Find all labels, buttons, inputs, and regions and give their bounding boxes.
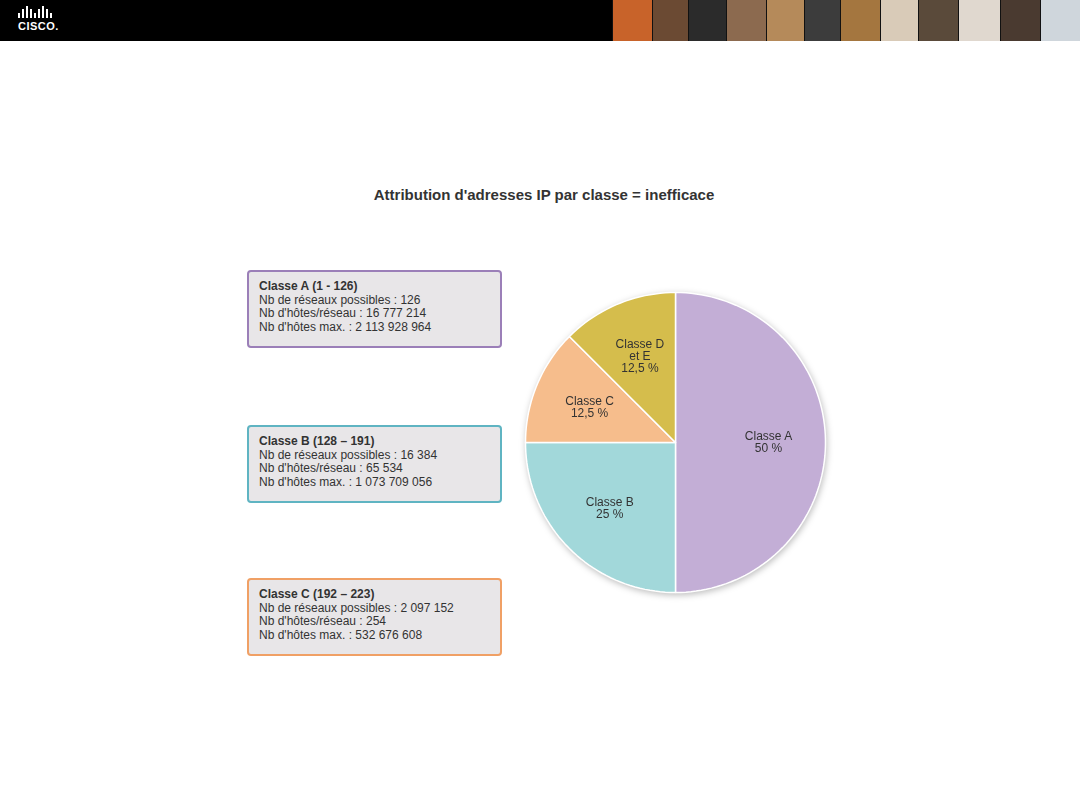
html-text:Nb de réseaux possibles : 126: Nb de réseaux possibles : 126 xyxy=(259,292,421,307)
html-text:Nb d'hôtes/réseau : 16 777 214: Nb d'hôtes/réseau : 16 777 214 xyxy=(259,306,427,320)
html-text:CISCO.: CISCO. xyxy=(18,20,59,32)
html-text:Classe B (128 – 191): Classe B (128 – 191) xyxy=(259,434,375,448)
svg-text:Classe A50 %: Classe A50 % xyxy=(745,429,792,455)
svg-text:Classe C12,5 %: Classe C12,5 % xyxy=(565,394,614,420)
html-text:Nb d'hôtes max. : 2 113 928 96: Nb d'hôtes max. : 2 113 928 964 xyxy=(259,319,432,334)
html-text:Nb d'hôtes/réseau : 254: Nb d'hôtes/réseau : 254 xyxy=(259,614,386,628)
html-text:Nb de réseaux possibles : 16 3: Nb de réseaux possibles : 16 384 xyxy=(259,447,438,462)
html-text:Nb d'hôtes/réseau : 65 534: Nb d'hôtes/réseau : 65 534 xyxy=(259,461,403,475)
svg-text:Classe B25 %: Classe B25 % xyxy=(586,495,634,521)
html-text:Nb d'hôtes max. : 532 676 608: Nb d'hôtes max. : 532 676 608 xyxy=(259,627,423,642)
svg-text:Classe Det E12,5 %: Classe Det E12,5 % xyxy=(616,337,665,375)
html-text:Classe A (1 - 126): Classe A (1 - 126) xyxy=(259,279,358,293)
html-text:Attribution d'adresses IP par: Attribution d'adresses IP par classe = i… xyxy=(373,186,715,203)
html-text:Nb de réseaux possibles : 2 09: Nb de réseaux possibles : 2 097 152 xyxy=(259,600,454,615)
html-text:Classe C (192 – 223): Classe C (192 – 223) xyxy=(259,587,375,601)
html-text:Nb d'hôtes max. : 1 073 709 05: Nb d'hôtes max. : 1 073 709 056 xyxy=(259,474,433,489)
